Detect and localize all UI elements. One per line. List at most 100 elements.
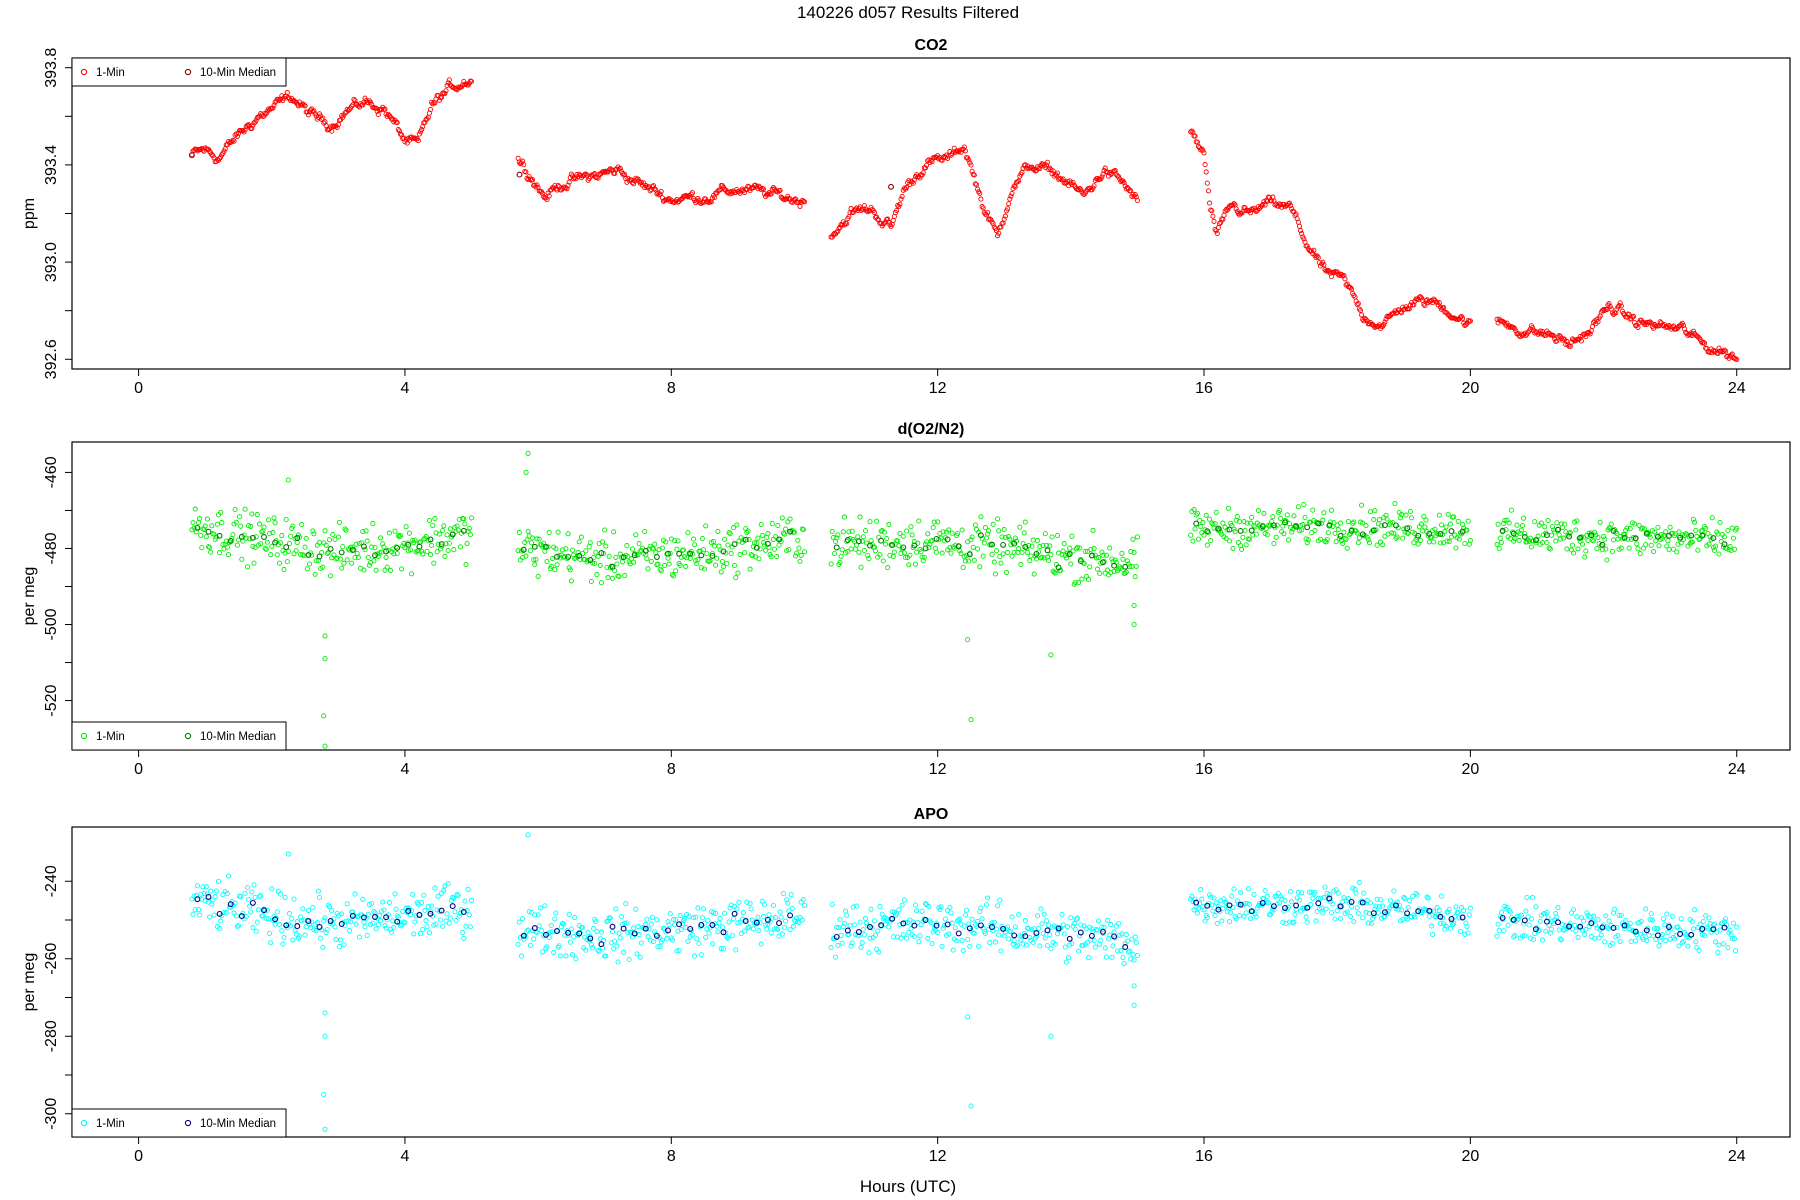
data-point [1445,511,1451,517]
data-point [982,930,988,936]
data-point [1544,540,1550,546]
data-point [690,915,697,921]
data-point [864,920,870,926]
data-point [657,944,663,950]
data-point [670,573,677,579]
data-point [339,565,345,571]
data-point [1666,546,1672,552]
data-point [1243,542,1249,548]
data-point [1690,516,1696,522]
data-point [1128,188,1134,194]
data-point [1385,531,1391,537]
median-point [405,541,412,548]
data-point [637,954,643,960]
data-point [793,553,799,559]
data-point [516,919,522,925]
data-point [838,553,844,559]
data-point [442,91,448,97]
data-point [1695,547,1701,553]
data-point [394,913,400,919]
median-point [1566,533,1573,540]
data-point [1293,906,1299,912]
data-point [1337,916,1344,922]
data-point [648,558,654,564]
data-point [224,891,230,897]
data-point [629,546,636,552]
data-point [1252,524,1258,530]
data-point [1430,932,1436,938]
data-point [332,536,338,543]
data-point [320,944,326,950]
data-point [904,528,910,534]
data-point [1296,223,1303,229]
x-tick-label: 8 [667,761,676,778]
data-point [918,549,924,555]
data-point [1601,534,1607,540]
data-point [309,552,315,558]
data-point [240,128,246,134]
data-point [692,953,698,959]
median-point [272,539,279,546]
data-point [880,558,886,564]
data-point [975,546,981,552]
median-point [1226,526,1233,533]
median-point [833,933,840,940]
data-point [797,558,803,564]
data-point [1198,147,1204,153]
median-point [305,918,312,925]
data-point [989,551,995,557]
data-point [1354,530,1360,536]
data-point [978,905,984,911]
data-point [938,904,944,910]
data-point [553,546,559,552]
data-point [1370,915,1376,922]
data-point [455,893,461,899]
data-point [1574,914,1580,920]
data-point [758,187,764,193]
data-point [298,552,304,558]
data-point [747,566,753,572]
data-point [1465,930,1471,936]
data-point [442,553,448,559]
data-point [1369,920,1375,927]
data-point [1603,913,1609,919]
data-point [527,942,533,948]
median-point [1337,533,1344,539]
data-point [674,948,680,954]
median-point [1055,564,1062,571]
data-point [995,233,1001,239]
data-point [769,915,775,921]
data-point [395,126,401,133]
data-point [947,904,953,910]
median-point [216,532,223,539]
data-point [353,541,359,547]
data-point [437,917,444,923]
data-point [1573,527,1579,533]
data-point [1715,949,1721,955]
data-point [1524,894,1530,900]
data-point [608,563,614,569]
data-point [1008,929,1014,935]
data-point [1037,544,1043,550]
median-point [1721,541,1728,548]
data-point [875,928,881,934]
data-point [1501,520,1507,527]
x-tick-label: 4 [400,761,409,778]
data-point [609,929,616,935]
legend-marker [184,1119,192,1127]
data-point [422,907,428,913]
data-point [1595,917,1601,923]
data-point [604,564,610,571]
data-point [796,545,802,551]
data-point [1347,285,1354,291]
median-point [520,546,527,553]
median-point [653,932,660,939]
data-point [1700,339,1706,345]
data-point [698,565,704,571]
median-point [1621,534,1628,541]
data-point [1532,519,1538,525]
data-point [707,558,713,564]
data-point [213,534,219,540]
data-point [1562,521,1568,527]
data-point [1518,912,1524,918]
